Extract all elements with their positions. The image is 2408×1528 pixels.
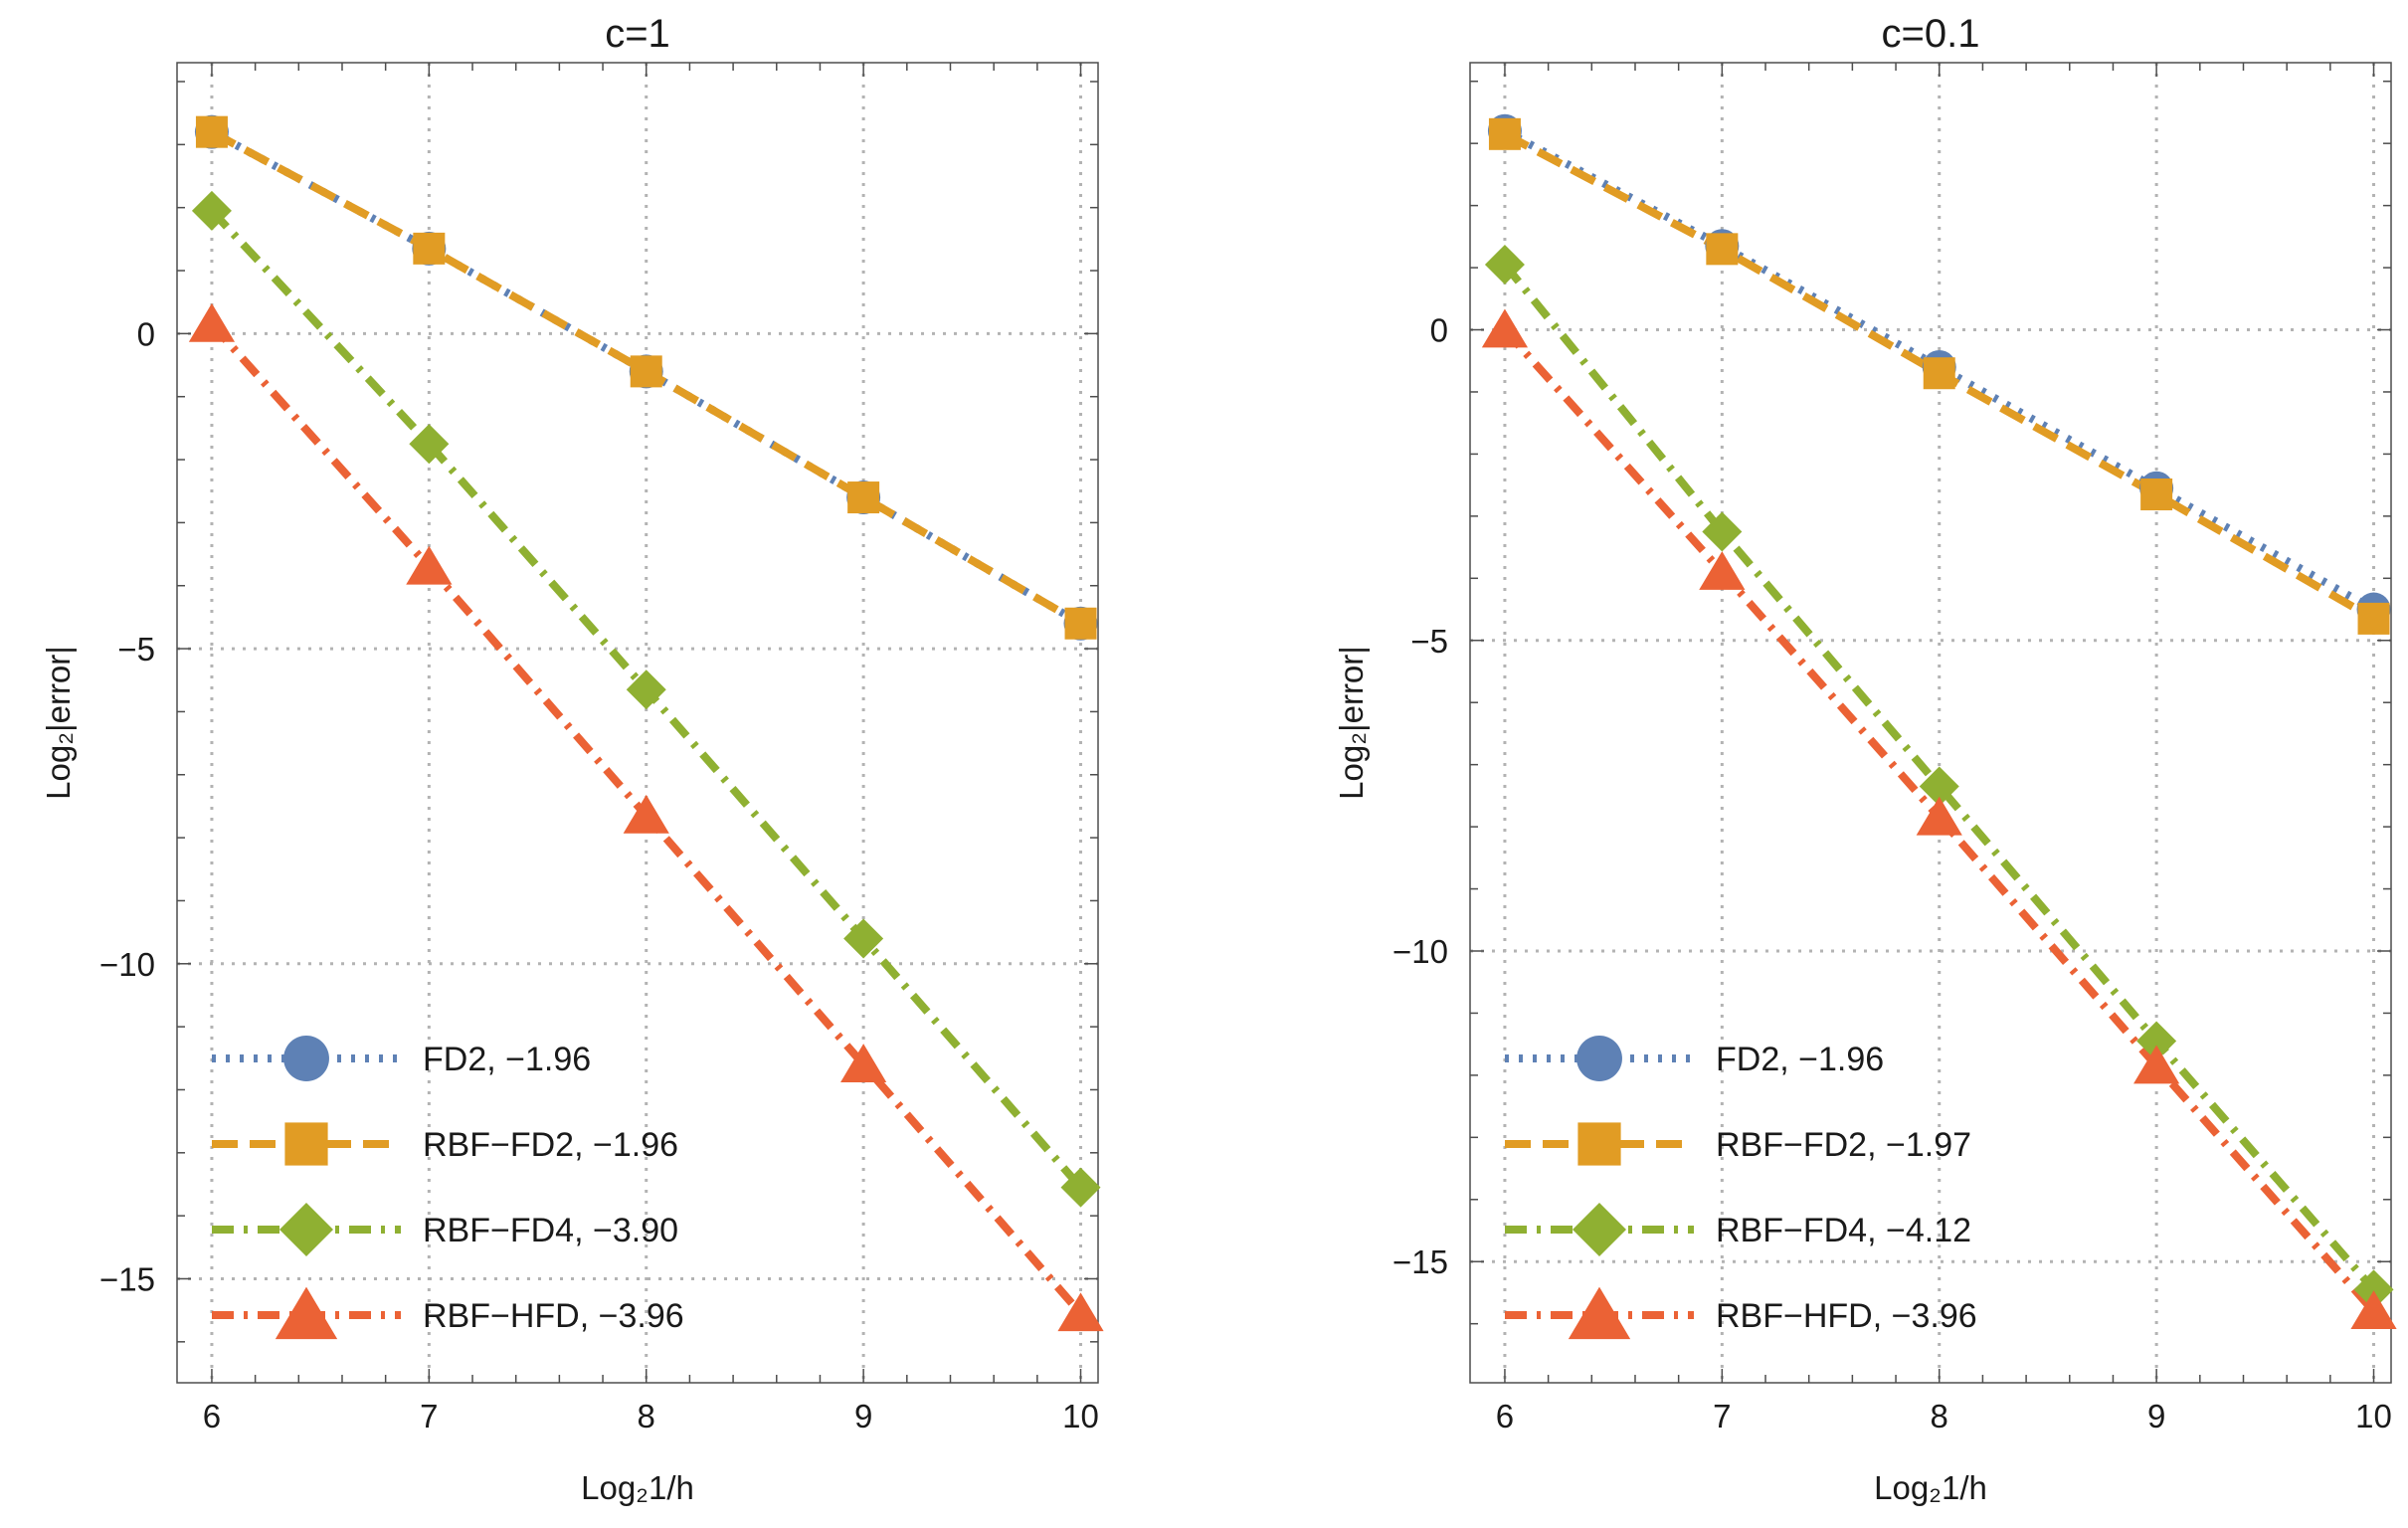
data-point-rbf-hfd (840, 1044, 887, 1082)
y-tick-label: −10 (1392, 933, 1448, 970)
x-tick-label: 7 (420, 1398, 438, 1434)
chart-title: c=0.1 (1882, 12, 1980, 56)
chart-title: c=1 (605, 12, 670, 56)
data-point-rbf-hfd (1481, 308, 1529, 348)
chart-panel-1: 6 7 8 9 10 0 −5 −10 −15 c=1 Log₂1/h Log₂|error| FD2,… (40, 12, 1104, 1506)
legend: FD2, −1.96 RBF−FD2, −1.97 RBF−FD4, −4.12 RB… (1505, 1036, 1977, 1340)
data-point-rbf-fd2 (413, 232, 446, 265)
data-point-rbf-hfd (2350, 1290, 2397, 1330)
x-tick-label: 9 (854, 1398, 872, 1434)
y-axis-label: Log₂|error| (1333, 646, 1370, 800)
data-point-rbf-fd2 (1064, 607, 1097, 640)
data-point-rbf-fd4 (2353, 1269, 2394, 1310)
legend-label-rbf-hfd: RBF−HFD, −3.96 (1716, 1297, 1977, 1335)
data-point-rbf-fd4 (843, 918, 884, 959)
x-tick-label: 6 (203, 1398, 221, 1434)
legend-marker-fd2 (1576, 1036, 1622, 1081)
x-tick-label: 10 (1062, 1398, 1099, 1434)
x-tick-label: 8 (1931, 1398, 1948, 1434)
data-point-rbf-fd4 (2136, 1021, 2177, 1061)
data-point-rbf-fd4 (1702, 511, 1743, 552)
legend-marker-rbf-fd2 (284, 1122, 328, 1166)
legend-marker-rbf-fd2 (1577, 1122, 1621, 1166)
legend-label-rbf-fd2: RBF−FD2, −1.96 (423, 1126, 678, 1164)
data-point-rbf-hfd (623, 794, 669, 834)
legend-label-fd2: FD2, −1.96 (1716, 1041, 1884, 1078)
data-point-rbf-hfd (1699, 551, 1746, 590)
series-line-rbf-fd4 (1501, 262, 2377, 1292)
data-point-rbf-hfd (2133, 1045, 2180, 1084)
legend-label-rbf-fd2: RBF−FD2, −1.97 (1716, 1126, 1971, 1164)
data-point-rbf-fd4 (191, 190, 232, 231)
data-point-rbf-fd2 (1706, 233, 1739, 266)
data-point-rbf-hfd (406, 545, 453, 585)
legend-marker-fd2 (283, 1036, 329, 1081)
x-tick-label: 7 (1713, 1398, 1731, 1434)
legend-marker-rbf-hfd (1568, 1286, 1631, 1340)
data-point-rbf-fd2 (2357, 602, 2390, 635)
x-tick-label: 9 (2147, 1398, 2165, 1434)
data-point-rbf-fd2 (847, 481, 880, 514)
legend-marker-rbf-hfd (275, 1286, 338, 1340)
data-point-rbf-fd2 (1923, 357, 1955, 390)
x-tick-label: 8 (638, 1398, 655, 1434)
data-point-rbf-hfd (188, 302, 236, 342)
y-axis-label: Log₂|error| (40, 646, 77, 800)
legend-marker-rbf-fd4 (279, 1203, 333, 1256)
data-point-rbf-fd2 (195, 115, 228, 148)
y-tick-label: 0 (1430, 312, 1448, 349)
data-point-rbf-fd4 (409, 424, 450, 465)
plot-frame (1469, 62, 2392, 1384)
legend-label-rbf-fd4: RBF−FD4, −3.90 (423, 1212, 678, 1249)
plot-frame (176, 62, 1099, 1384)
x-tick-label: 10 (2355, 1398, 2392, 1434)
data-point-rbf-hfd (1057, 1292, 1104, 1332)
legend-label-fd2: FD2, −1.96 (423, 1041, 591, 1078)
legend-marker-rbf-fd4 (1573, 1203, 1626, 1256)
y-tick-label: 0 (137, 315, 155, 352)
y-tick-label: −15 (99, 1260, 155, 1297)
data-point-rbf-fd2 (630, 355, 662, 388)
x-tick-label: 6 (1496, 1398, 1514, 1434)
y-tick-label: −5 (1410, 623, 1448, 660)
data-point-rbf-fd4 (626, 669, 666, 710)
data-point-rbf-fd2 (1488, 117, 1521, 150)
y-tick-label: −15 (1392, 1243, 1448, 1280)
x-axis-label: Log₂1/h (1874, 1469, 1987, 1506)
legend-label-rbf-fd4: RBF−FD4, −4.12 (1716, 1212, 1971, 1249)
chart-panel-2: 6 7 8 9 10 0 −5 −10 −15 c=0.1 Log₂1/h Log₂|error| FD… (1333, 12, 2397, 1506)
data-point-rbf-fd4 (1060, 1167, 1101, 1208)
y-tick-label: −5 (117, 631, 155, 668)
data-point-rbf-fd4 (1484, 244, 1525, 285)
data-point-rbf-fd2 (2140, 478, 2173, 511)
x-axis-label: Log₂1/h (581, 1469, 694, 1506)
legend-label-rbf-hfd: RBF−HFD, −3.96 (423, 1297, 684, 1335)
y-tick-label: −10 (99, 946, 155, 983)
data-point-rbf-hfd (1916, 796, 1962, 836)
legend: FD2, −1.96 RBF−FD2, −1.96 RBF−FD4, −3.90 RB… (212, 1036, 684, 1340)
data-point-rbf-fd4 (1919, 766, 1959, 807)
